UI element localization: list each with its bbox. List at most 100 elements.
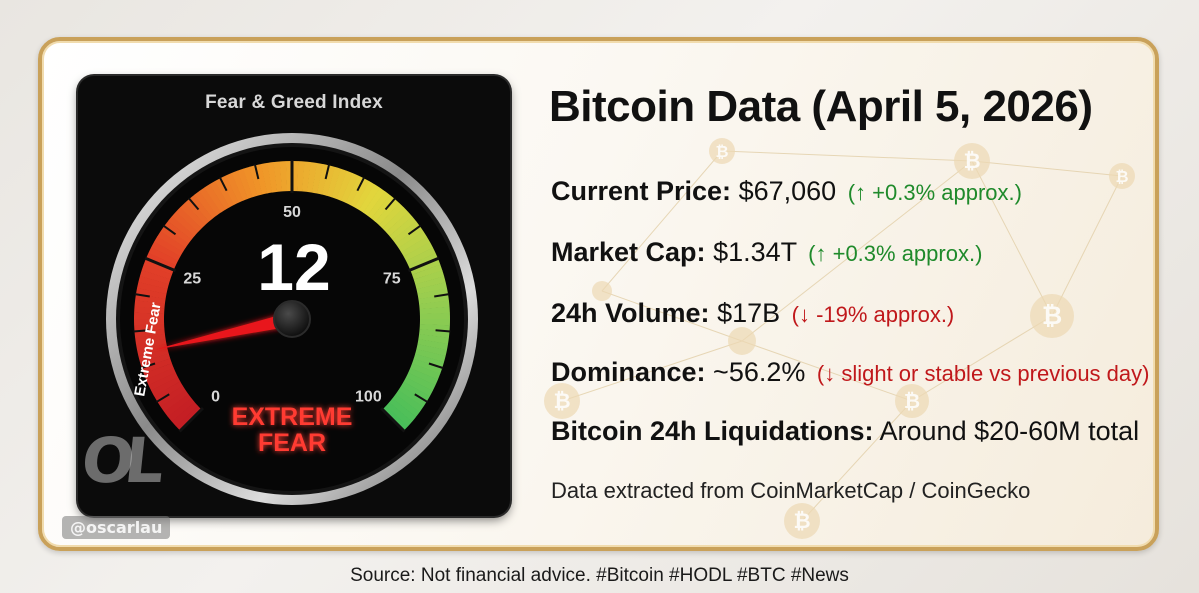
- gauge-arc-segment: [157, 230, 186, 253]
- stat-label: Bitcoin 24h Liquidations:: [551, 416, 874, 446]
- gauge-needle: [153, 312, 294, 350]
- svg-text:₿: ₿: [1115, 167, 1128, 186]
- gauge-major-tick: [407, 256, 440, 273]
- svg-text:₿: ₿: [793, 509, 810, 533]
- gauge-arc-segment: [220, 175, 239, 205]
- gauge-arc-segment: [175, 405, 202, 431]
- gauge-arc-segment: [148, 246, 179, 266]
- gauge-arc-segment: [249, 165, 263, 196]
- gauge-major-tick: [380, 407, 406, 433]
- gauge-arc-segment: [134, 300, 165, 309]
- gauge-arc-segment: [321, 165, 336, 196]
- stat-24h-volume: 24h Volume: $17B (↓ -19% approx.): [551, 298, 954, 329]
- gauge-minor-tick: [162, 224, 177, 236]
- svg-text:₿: ₿: [963, 149, 980, 173]
- gauge-arc-segment: [415, 348, 446, 363]
- svg-text:₿: ₿: [715, 142, 728, 161]
- gauge-arc-segment: [419, 306, 450, 315]
- gauge-arc-segment: [157, 385, 186, 407]
- stat-change: (↓ -19% approx.): [791, 302, 955, 327]
- stat-label: Dominance:: [551, 357, 706, 387]
- gauge-arc-segment: [189, 194, 213, 222]
- gauge-arc-segment: [267, 162, 278, 193]
- gauge-arc-segment: [146, 252, 176, 271]
- stat-dominance: Dominance: ~56.2% (↓ slight or stable vs…: [551, 357, 1149, 388]
- gauge-arc-segment: [398, 385, 427, 408]
- gauge-arc-segment: [237, 168, 253, 199]
- gauge-arc-segment: [316, 164, 330, 195]
- gauge-arc-segment: [419, 300, 450, 310]
- gauge-arc-segment: [136, 343, 168, 356]
- gauge-arc-segment: [408, 367, 438, 386]
- gauge-color-arc: [134, 161, 450, 431]
- gauge-arc-segment: [410, 258, 441, 275]
- gauge-arc-segment: [184, 198, 210, 226]
- gauge-arc-segment: [354, 181, 375, 210]
- gauge-arc-segment: [139, 269, 171, 285]
- gauge-arc-segment: [389, 398, 417, 422]
- gauge-arc-segment: [412, 264, 443, 280]
- gauge-arc-segment: [302, 161, 311, 192]
- gauge-minor-tick: [218, 176, 228, 192]
- gauge-arc-segment: [137, 281, 168, 295]
- gauge-arc-segment: [392, 221, 421, 244]
- tick-label-50: 50: [283, 204, 301, 221]
- gauge-needle-hub: [273, 300, 311, 338]
- gauge-arc-segment: [415, 276, 446, 290]
- gauge-arc-segment: [138, 348, 169, 362]
- gauge-arc-segment: [180, 202, 206, 229]
- gauge-arc-segment: [135, 293, 166, 304]
- stat-label: 24h Volume:: [551, 298, 710, 328]
- stat-value: $1.34T: [713, 237, 797, 267]
- tick-label-75: 75: [383, 271, 401, 288]
- gauge-arc-segment: [340, 173, 359, 203]
- stat-change: (↓ slight or stable vs previous day): [816, 361, 1150, 386]
- gauge-arc-segment: [326, 166, 342, 198]
- gauge-minor-tick: [187, 197, 200, 211]
- gauge-arc-segment: [175, 207, 202, 233]
- gauge-minor-tick: [435, 329, 451, 333]
- footer-source: Source: Not financial advice. #Bitcoin #…: [350, 565, 849, 586]
- gauge-arc-segment: [145, 367, 176, 386]
- gauge-arc-segment: [138, 275, 169, 290]
- oscarlau-logo: OL: [78, 424, 159, 497]
- gauge-arc-segment: [401, 381, 430, 402]
- gauge-arc-segment: [167, 398, 195, 422]
- gauge-arc-segment: [382, 207, 409, 233]
- gauge-arc-segment: [139, 353, 171, 368]
- gauge-arc-segment: [171, 401, 199, 427]
- gauge-arc-segment: [148, 372, 178, 391]
- gauge-minor-tick: [434, 293, 450, 298]
- gauge-arc-segment: [243, 166, 258, 198]
- gauge-arc-segment: [273, 161, 283, 192]
- gauge-arc-segment: [199, 187, 222, 216]
- svg-text:₿: ₿: [1042, 301, 1062, 330]
- gauge-arc-segment: [134, 318, 165, 326]
- gauge-arc-segment: [408, 252, 439, 271]
- gauge-arc-segment: [261, 162, 273, 194]
- gauge-arc-segment: [416, 343, 447, 357]
- gauge-arc-segment: [292, 161, 299, 192]
- tick-label-25: 25: [183, 271, 201, 288]
- gauge-arc-segment: [336, 170, 353, 201]
- gauge-arc-segment: [194, 190, 217, 219]
- gauge-arc-segment: [154, 236, 183, 257]
- gauge-arc-segment: [412, 358, 443, 374]
- fear-greed-gauge-panel: Fear & Greed Index 0 25 5: [62, 76, 510, 539]
- gauge-arc-segment: [135, 287, 167, 299]
- data-source-note: Data extracted from CoinMarketCap / Coin…: [551, 478, 1031, 503]
- gauge-minor-tick: [253, 164, 260, 180]
- gauge-arc-segment: [214, 178, 235, 208]
- gauge-arc-segment: [141, 264, 172, 280]
- gauge-arc-segment: [134, 323, 165, 332]
- bitcoin-network-background: ₿ ₿ ₿ ₿ ₿ ₿ ₿: [544, 138, 1135, 539]
- gauge-arc-segment: [371, 194, 395, 222]
- stat-value: Around $20-60M total: [879, 416, 1140, 446]
- stat-change: (↑ +0.3% approx.): [808, 241, 983, 266]
- gauge-arc-segment: [345, 175, 365, 206]
- gauge-minor-tick: [155, 393, 170, 403]
- gauge-arc-segment: [135, 333, 166, 344]
- gauge-arc-segment: [418, 294, 449, 305]
- gauge-arc-segment: [392, 394, 420, 418]
- gauge-arc-segment: [395, 390, 424, 413]
